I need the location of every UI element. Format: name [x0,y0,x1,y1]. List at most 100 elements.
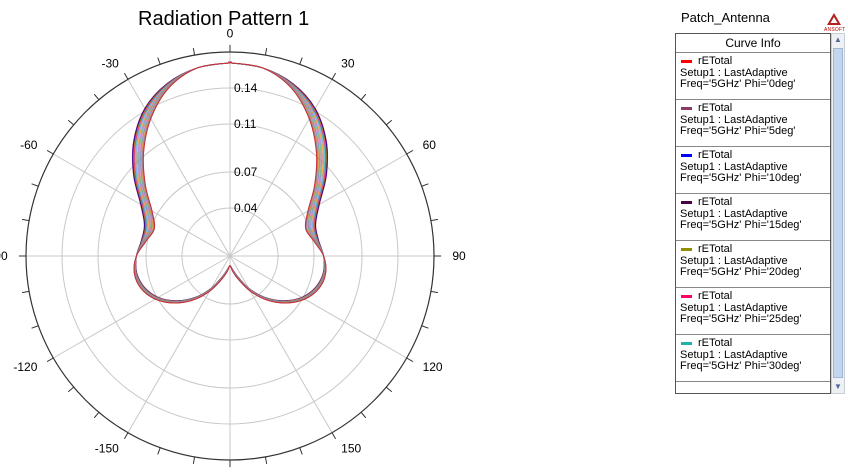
legend-swatch [681,247,692,251]
legend-freq: Freq='5GHz' Phi='10deg' [680,172,802,184]
legend-setup: Setup1 : LastAdaptive [680,113,788,126]
radial-tick-label: 0.14 [234,81,258,95]
legend-freq: Freq='5GHz' Phi='15deg' [680,219,802,231]
angle-tick [421,183,429,187]
grid-spoke [127,255,231,433]
legend-swatch [681,153,692,157]
angle-tick-label: 60 [423,138,437,152]
angle-tick-label: -180 [218,471,242,474]
angle-tick [157,57,161,65]
legend-entry[interactable]: rETotal Setup1 : LastAdaptive Freq='5GHz' … [676,100,830,147]
legend-freq: Freq='5GHz' Phi='30deg' [680,360,802,372]
legend-setup: Setup1 : LastAdaptive [680,160,788,173]
scroll-thumb[interactable] [833,48,843,378]
angle-tick [421,325,429,329]
angle-tick [67,119,75,126]
grid-spoke [229,255,333,433]
legend-setup: Setup1 : LastAdaptive [680,66,788,79]
polar-grid [18,44,442,468]
grid-spoke [229,255,407,359]
angle-tick-label: -30 [101,56,119,70]
legend-setup: Setup1 : LastAdaptive [680,207,788,220]
project-name: Patch_Antenna [681,10,770,25]
radial-tick-label: 0.04 [234,201,258,215]
legend-header: Curve Info [676,34,830,53]
legend-setup: Setup1 : LastAdaptive [680,348,788,361]
legend-swatch [681,106,692,110]
angle-tick-label: 120 [423,360,443,374]
ansoft-logo: ANSOFT [824,12,848,34]
legend-scrollbar[interactable]: ▲ ▼ [831,33,845,394]
angle-tick-label: 0 [227,27,234,41]
angle-tick [299,57,303,65]
angle-tick [299,447,303,455]
angle-tick-label: -90 [0,249,8,263]
angle-tick [360,93,367,101]
radial-tick-label: 0.11 [234,117,257,131]
legend-freq: Freq='5GHz' Phi='0deg' [680,78,796,90]
legend-swatch [681,200,692,204]
angle-tick-label: 30 [341,56,355,70]
angle-tick [192,456,196,465]
angle-tick [385,119,393,126]
angle-tick [21,218,30,222]
legend-setup: Setup1 : LastAdaptive [680,254,788,267]
legend-series-name: rETotal [698,102,733,114]
angle-tick [192,47,196,56]
legend-entry[interactable]: rETotal Setup1 : LastAdaptive Freq='5GHz' … [676,241,830,288]
angle-tick-label: 150 [341,442,361,456]
logo-text: ANSOFT [824,27,846,33]
legend-swatch [681,59,692,63]
curve-info-panel: Curve Info rETotal Setup1 : LastAdaptive F… [675,33,831,394]
angle-tick [93,93,100,101]
angle-tick-label: -120 [13,360,37,374]
angle-tick [264,456,268,465]
angle-tick-label: 90 [452,249,466,263]
legend-entry[interactable]: rETotal Setup1 : LastAdaptive Freq='5GHz' … [676,335,830,382]
angle-tick [67,386,75,393]
legend-entry[interactable]: rETotal Setup1 : LastAdaptive Freq='5GHz' … [676,194,830,241]
angle-tick [331,432,337,440]
legend-series-name: rETotal [698,149,733,161]
angle-tick [46,357,54,363]
legend-series-name: rETotal [698,55,733,67]
legend-series-name: rETotal [698,337,733,349]
pattern-curve-phi-90 [133,61,327,304]
legend-entry[interactable]: rETotal Setup1 : LastAdaptive Freq='5GHz' … [676,288,830,335]
scroll-down-arrow[interactable]: ▼ [834,382,842,391]
legend-freq: Freq='5GHz' Phi='20deg' [680,266,802,278]
angle-tick [157,447,161,455]
grid-spoke [53,255,231,359]
legend-entry[interactable]: rETotal Setup1 : LastAdaptive Freq='5GHz' … [676,147,830,194]
angle-tick-label: -150 [95,442,119,456]
legend-swatch [681,294,692,298]
polar-plot: 0.04 0.07 0.11 0.14 0 30 60 90 120 150 -180 -150 -12… [0,27,466,474]
angle-tick [430,290,439,294]
angle-tick [406,149,414,155]
angle-tick [21,290,30,294]
legend-entry[interactable]: rETotal Setup1 : LastAdaptive Freq='5GHz' … [676,53,830,100]
angle-tick [264,47,268,56]
angle-tick [331,72,337,80]
angle-tick [385,386,393,393]
legend-setup: Setup1 : LastAdaptive [680,301,788,314]
angle-tick [406,357,414,363]
angle-tick [123,72,129,80]
legend-series-name: rETotal [698,243,733,255]
pattern-curves [131,61,329,304]
tick-labels: 0.04 0.07 0.11 0.14 0 30 60 90 120 150 -180 -150 -12… [0,27,466,474]
angle-tick [46,149,54,155]
scroll-up-arrow[interactable]: ▲ [834,35,842,44]
angle-tick [31,183,39,187]
angle-tick [430,218,439,222]
angle-tick [123,432,129,440]
legend-series-name: rETotal [698,196,733,208]
angle-tick [93,411,100,419]
legend-freq: Freq='5GHz' Phi='25deg' [680,313,802,325]
radial-tick-label: 0.07 [234,165,258,179]
angle-tick-label: -60 [20,138,38,152]
angle-tick [31,325,39,329]
legend-freq: Freq='5GHz' Phi='5deg' [680,125,796,137]
chart-title: Radiation Pattern 1 [138,8,310,30]
legend-series-name: rETotal [698,290,733,302]
